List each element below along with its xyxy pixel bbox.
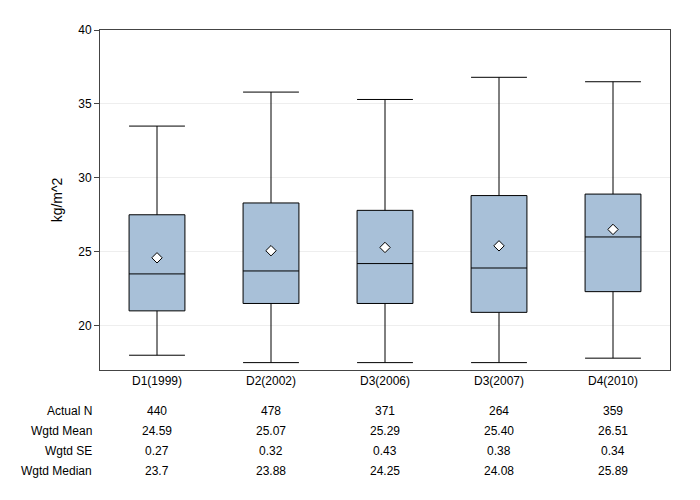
svg-text:25.40: 25.40 [484,424,514,438]
svg-text:30: 30 [78,171,92,185]
svg-text:24.25: 24.25 [370,464,400,478]
svg-text:D2(2002): D2(2002) [246,374,296,388]
svg-text:Wgtd Median: Wgtd Median [21,464,92,478]
svg-text:0.32: 0.32 [259,444,283,458]
svg-text:478: 478 [261,404,281,418]
svg-text:23.88: 23.88 [256,464,286,478]
svg-text:35: 35 [78,97,92,111]
svg-text:D4(2010): D4(2010) [588,374,638,388]
svg-text:440: 440 [147,404,167,418]
svg-text:24.08: 24.08 [484,464,514,478]
svg-text:0.43: 0.43 [373,444,397,458]
svg-text:40: 40 [78,23,92,37]
svg-text:Wgtd Mean: Wgtd Mean [31,424,92,438]
svg-text:D3(2006): D3(2006) [360,374,410,388]
svg-text:D3(2007): D3(2007) [474,374,524,388]
svg-text:359: 359 [603,404,623,418]
svg-text:25: 25 [78,245,92,259]
svg-text:371: 371 [375,404,395,418]
svg-text:25.07: 25.07 [256,424,286,438]
svg-text:0.38: 0.38 [487,444,511,458]
svg-text:0.34: 0.34 [601,444,625,458]
svg-text:D1(1999): D1(1999) [132,374,182,388]
svg-text:26.51: 26.51 [598,424,628,438]
svg-text:25.29: 25.29 [370,424,400,438]
svg-text:Wgtd SE: Wgtd SE [45,444,92,458]
svg-text:23.7: 23.7 [145,464,169,478]
svg-text:kg/m^2: kg/m^2 [49,177,65,222]
svg-text:25.89: 25.89 [598,464,628,478]
svg-text:Actual N: Actual N [47,404,92,418]
svg-text:0.27: 0.27 [145,444,169,458]
svg-text:20: 20 [78,319,92,333]
svg-text:24.59: 24.59 [142,424,172,438]
svg-text:264: 264 [489,404,509,418]
